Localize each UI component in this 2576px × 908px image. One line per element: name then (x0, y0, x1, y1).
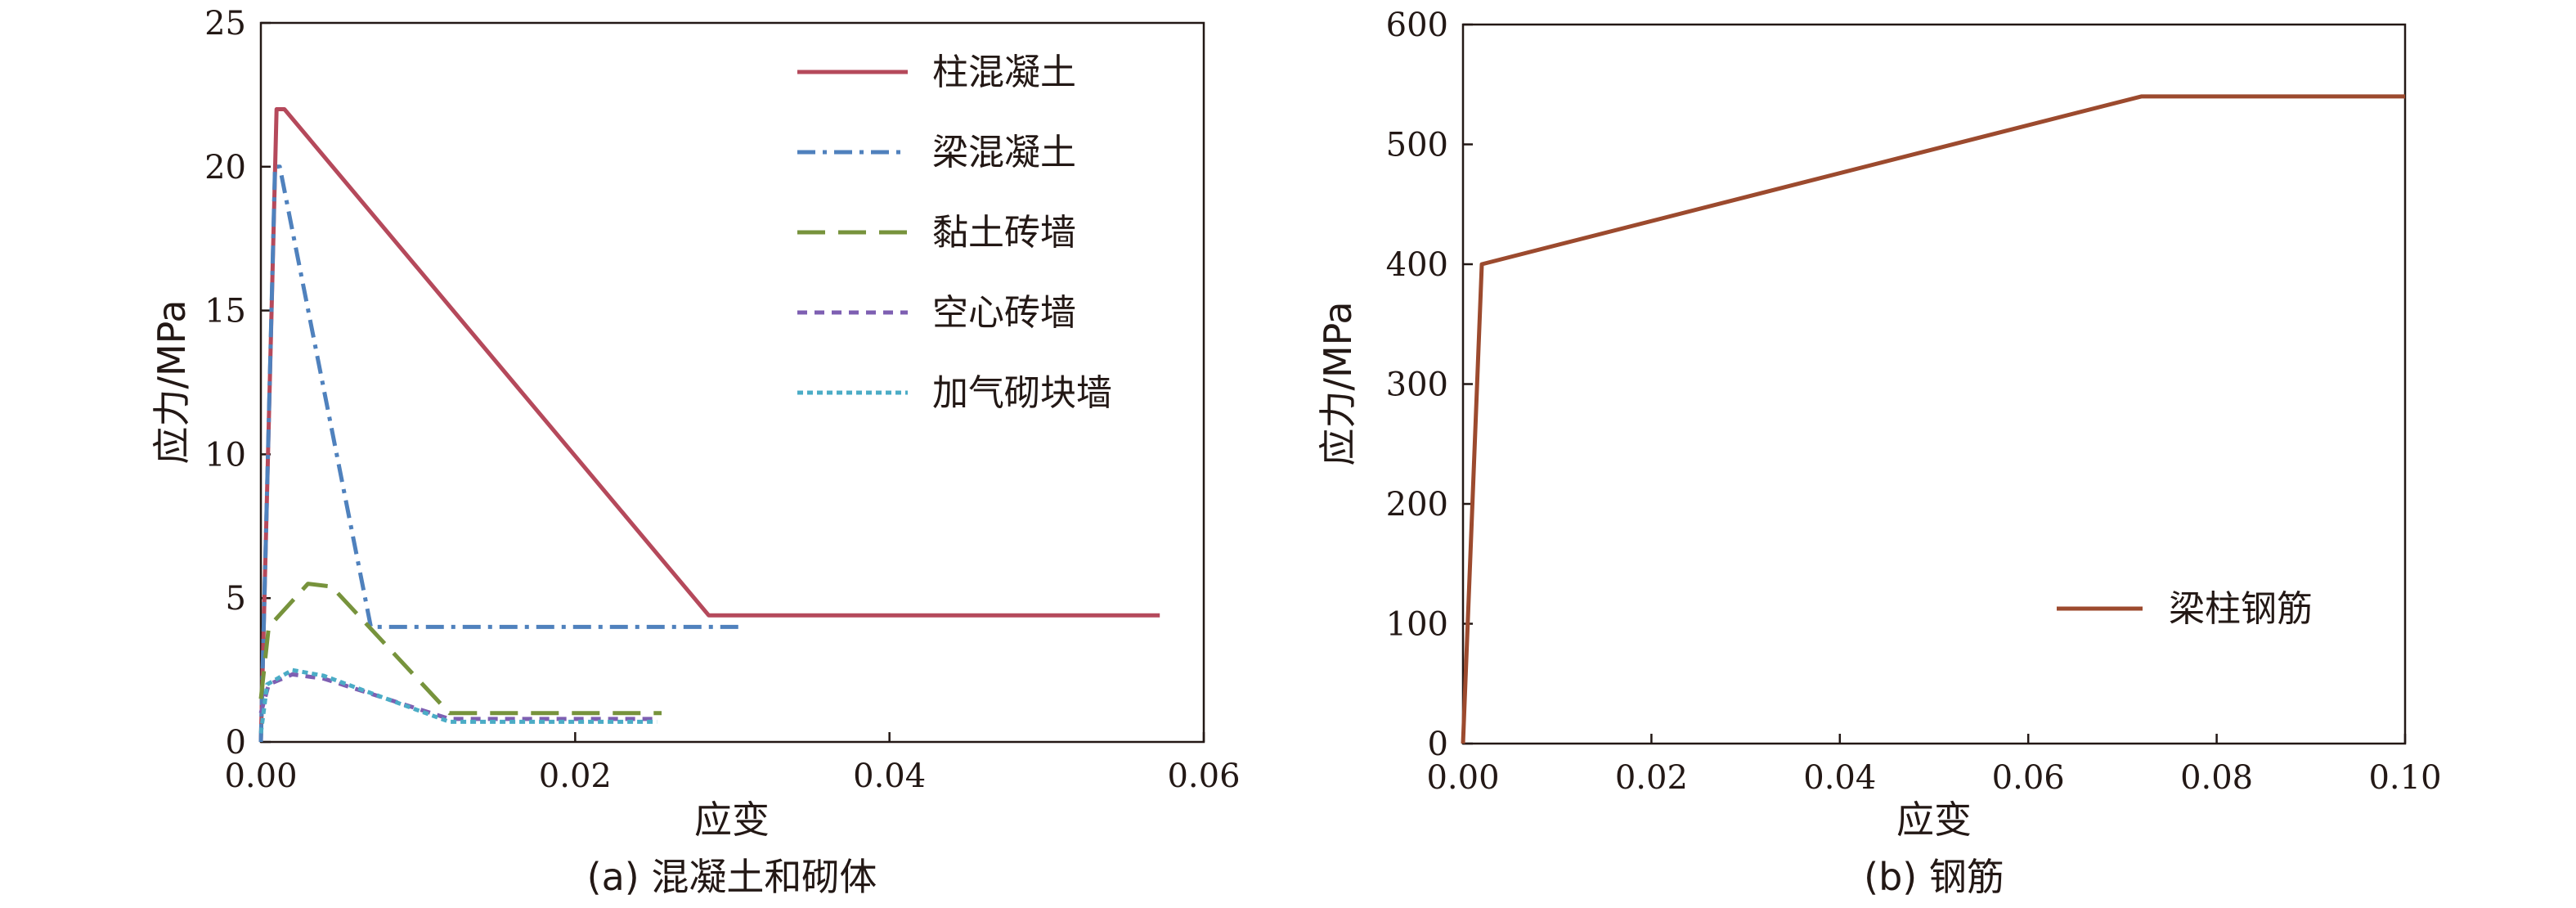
legend-label-a-1: 柱混凝土 (932, 52, 1076, 93)
series-line-b-1 (1461, 94, 2405, 744)
x-tick-label: 0.08 (2180, 759, 2253, 797)
y-tick-label: 10 (204, 436, 246, 474)
y-tick-label: 15 (204, 293, 246, 330)
caption-b: (b) 钢筋 (1864, 855, 2004, 899)
y-tick-label: 25 (204, 5, 246, 43)
y-tick-label: 500 (1386, 127, 1448, 164)
x-tick-label: 0.02 (539, 757, 612, 795)
legend-label-a-5: 加气砌块墙 (932, 372, 1112, 414)
x-tick-label: 0.06 (1167, 757, 1240, 795)
y-tick-label: 600 (1386, 7, 1448, 44)
panel-a: 0.00 0.02 0.04 0.06 0 5 10 15 20 25 柱混凝土梁混凝土黏土砖墙… (150, 5, 1241, 899)
y-axis-label-a: 应力/MPa (150, 299, 194, 464)
legend-label-a-2: 梁混凝土 (932, 132, 1076, 173)
series-line-a-1 (258, 107, 1160, 743)
x-tick-label: 0.04 (853, 757, 926, 795)
plot-area-frame-b (1461, 23, 2407, 745)
x-tick-label: 0.10 (2368, 759, 2441, 797)
x-axis-a: 0.00 0.02 0.04 0.06 (224, 732, 1241, 795)
legend-label-b-1: 梁柱钢筋 (2169, 588, 2313, 630)
y-tick-label: 0 (226, 724, 246, 762)
y-tick-label: 20 (204, 149, 246, 187)
x-tick-label: 0.04 (1803, 759, 1876, 797)
legend-label-a-4: 空心砖墙 (932, 292, 1076, 334)
series-line-a-3 (258, 582, 662, 716)
y-tick-label: 300 (1386, 366, 1448, 404)
caption-a: (a) 混凝土和砌体 (587, 855, 877, 899)
y-tick-label: 0 (1428, 726, 1448, 763)
series-group-b (1461, 94, 2405, 744)
panel-b: 0.00 0.02 0.04 0.06 0.08 0.10 0 100 200 300 400 50… (1316, 7, 2442, 899)
y-tick-label: 400 (1386, 246, 1448, 284)
x-axis-b: 0.00 0.02 0.04 0.06 0.08 0.10 (1426, 734, 2442, 797)
y-tick-label: 100 (1386, 606, 1448, 644)
x-axis-label-a: 应变 (694, 798, 770, 842)
x-axis-label-b: 应变 (1896, 798, 1972, 842)
legend-label-a-3: 黏土砖墙 (932, 212, 1076, 254)
x-tick-label: 0.00 (1426, 759, 1499, 797)
x-tick-label: 0.02 (1615, 759, 1688, 797)
y-tick-label: 5 (226, 580, 246, 618)
y-axis-label-b: 应力/MPa (1316, 301, 1360, 465)
series-line-a-2 (258, 164, 741, 743)
series-line-a-5 (258, 668, 657, 734)
legend-b: 梁柱钢筋 (2057, 588, 2313, 630)
y-axis-b: 0 100 200 300 400 500 600 (1386, 7, 1473, 763)
y-axis-a: 0 5 10 15 20 25 (204, 5, 271, 762)
y-tick-label: 200 (1386, 486, 1448, 524)
series-group-a (258, 107, 1160, 743)
x-tick-label: 0.00 (224, 757, 297, 795)
x-tick-label: 0.06 (1992, 759, 2065, 797)
plot-area-frame-a (259, 21, 1205, 744)
